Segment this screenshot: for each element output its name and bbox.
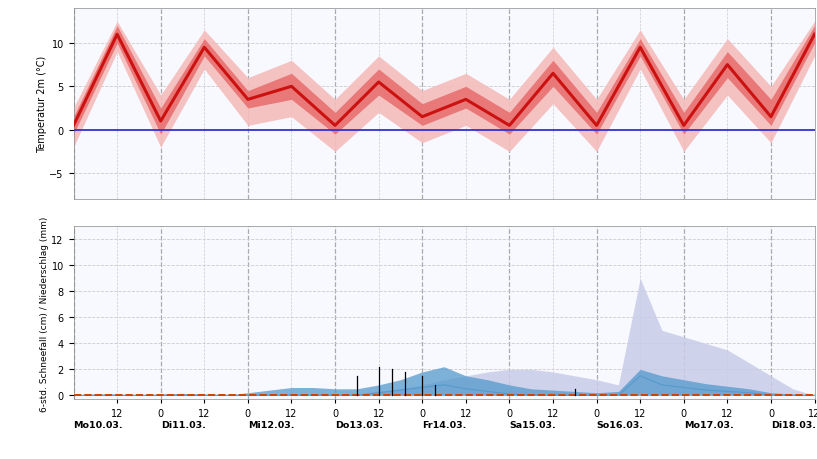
Text: Mo17.03.: Mo17.03.: [684, 420, 734, 429]
Text: Sa15.03.: Sa15.03.: [510, 420, 556, 429]
Y-axis label: Temperatur 2m (°C): Temperatur 2m (°C): [37, 56, 47, 153]
Text: Di11.03.: Di11.03.: [161, 420, 206, 429]
Text: So16.03.: So16.03.: [596, 420, 644, 429]
Text: Do13.03.: Do13.03.: [335, 420, 383, 429]
Text: Di18.03.: Di18.03.: [771, 420, 816, 429]
Y-axis label: 6-std. Schneefall (cm) / Niederschlag (mm): 6-std. Schneefall (cm) / Niederschlag (m…: [40, 216, 49, 411]
Text: Fr14.03.: Fr14.03.: [422, 420, 467, 429]
Text: Mi12.03.: Mi12.03.: [248, 420, 294, 429]
Text: Mo10.03.: Mo10.03.: [74, 420, 123, 429]
